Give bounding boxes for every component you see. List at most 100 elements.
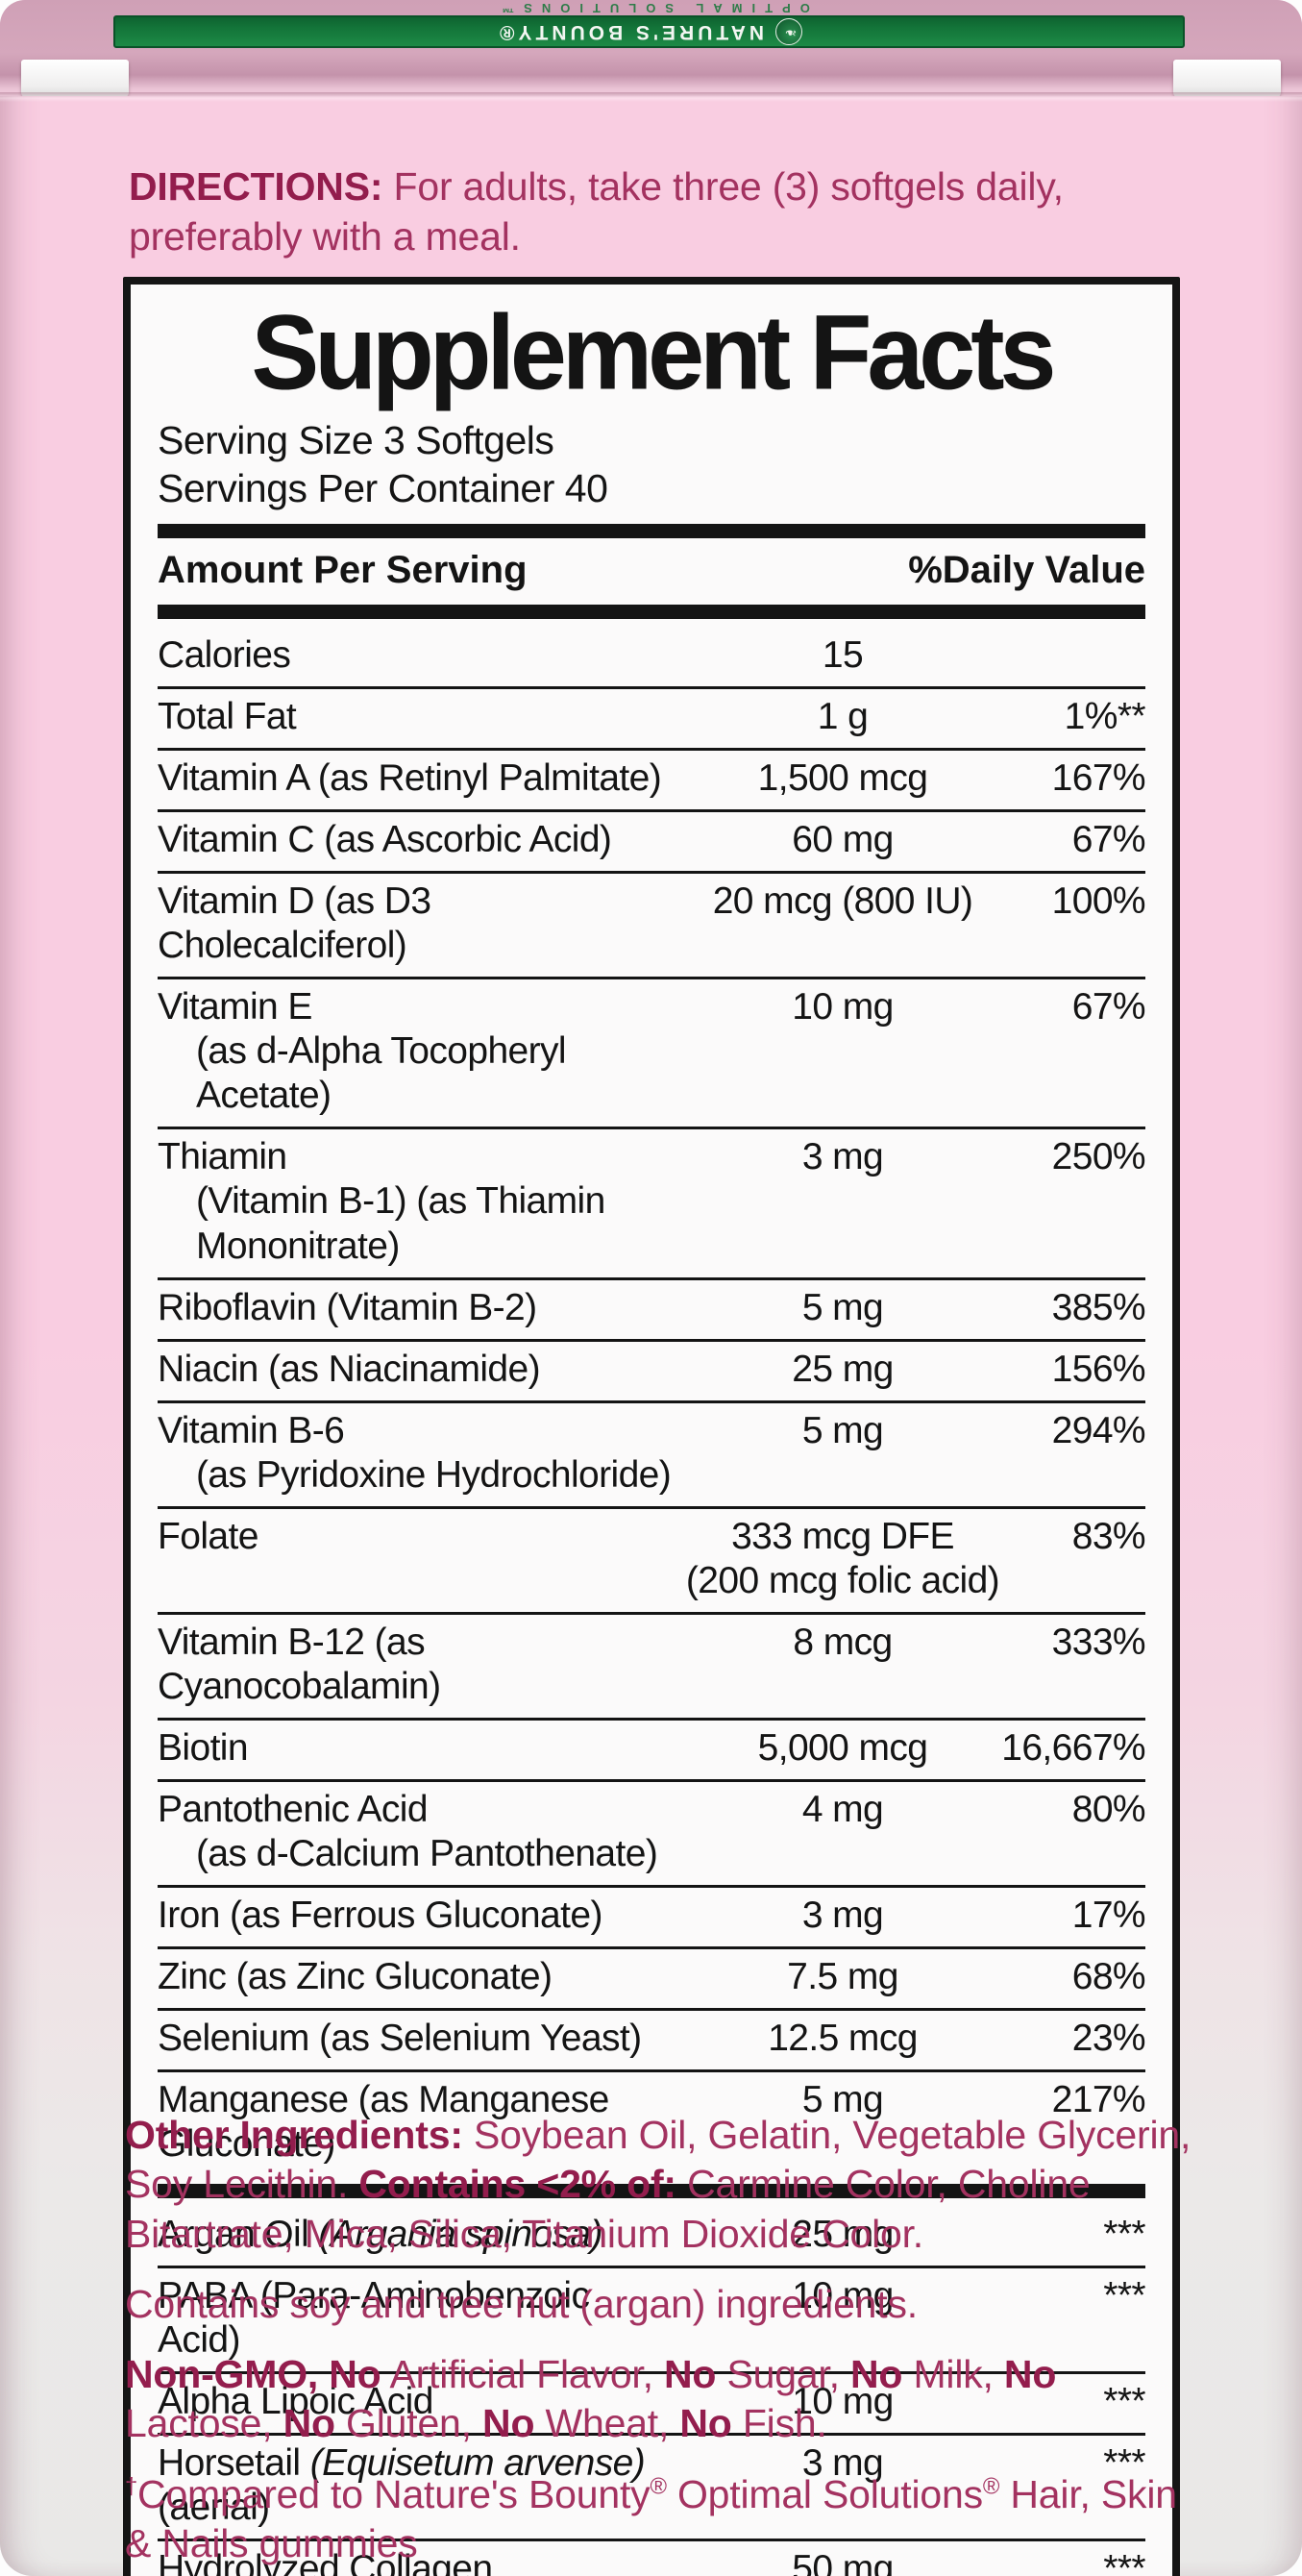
- nutrient-row: Folate 333 mcg DFE (200 mcg folic acid) 83%: [158, 1505, 1146, 1612]
- nutrient-name: Vitamin E (as d-Alpha Tocopheryl Acetate): [158, 985, 684, 1118]
- box-tab-left: [21, 60, 129, 96]
- nutrient-name-subline: (as Pyridoxine Hydrochloride): [196, 1453, 672, 1496]
- nutrient-daily-value: 67%: [1071, 819, 1146, 861]
- label-paragraph: Non-GMO, No Artificial Flavor, No Sugar,…: [125, 2352, 1057, 2446]
- nutrient-name-subline: (as d-Calcium Pantothenate): [196, 1832, 658, 1874]
- nutrient-daily-value: 385%: [1051, 1286, 1146, 1328]
- nutrient-row: Riboflavin (Vitamin B-2) 5 mg 385%: [158, 1276, 1146, 1339]
- nutrient-daily-value: 294%: [1051, 1409, 1146, 1451]
- divider-bar: [158, 2183, 1145, 2198]
- nutrient-name: Calories: [158, 634, 291, 677]
- nutrient-amount: 1 g: [817, 696, 869, 738]
- nutrient-amount: 5 mg: [801, 2078, 884, 2120]
- servings-per-container: Servings Per Container 40: [158, 466, 608, 511]
- nutrient-daily-value: 1%**: [1064, 696, 1146, 738]
- serving-size: Serving Size 3 Softgels: [158, 418, 554, 463]
- nutrient-daily-value: 156%: [1051, 1348, 1146, 1390]
- nutrient-name: Hydrolyzed Collagen: [158, 2547, 493, 2576]
- nutrient-amount: 5,000 mcg: [757, 1726, 928, 1769]
- nutrient-row: Vitamin B-6 (as Pyridoxine Hydrochloride)…: [158, 1399, 1146, 1506]
- nutrient-daily-value: 83%: [1071, 1515, 1146, 1557]
- nutrient-row: Niacin (as Niacinamide) 25 mg 156%: [158, 1338, 1146, 1400]
- nutrient-daily-value: 67%: [1071, 986, 1146, 1028]
- ingredients-and-claims: Other Ingredients: Soybean Oil, Gelatin,…: [125, 2111, 1199, 2576]
- nutrient-name: Niacin (as Niacinamide): [158, 1348, 541, 1390]
- nutrients-table-group-1: Calories 15 Total Fat 1 g 1%** Vitamin A (as …: [158, 628, 1146, 2175]
- nutrient-amount: 5 mg: [801, 1409, 884, 1451]
- nutrient-daily-value: ***: [1103, 2441, 1145, 2484]
- nutrient-name: Manganese (as Manganese Gluconate): [158, 2078, 609, 2165]
- nutrient-name: Folate: [158, 1515, 258, 1557]
- nutrient-daily-value: 217%: [1051, 2078, 1146, 2120]
- nutrient-row: Alpha Lipoic Acid 10 mg ***: [158, 2370, 1146, 2433]
- nutrient-row: Selenium (as Selenium Yeast) 12.5 mcg 23%: [158, 2007, 1146, 2069]
- nutrient-daily-value: ***: [1103, 2213, 1145, 2255]
- nutrient-amount: 3 mg: [801, 1894, 884, 1936]
- nutrients-table-group-2: Argan Oil (Argania spinosa) 25 mg *** PABA …: [158, 2207, 1146, 2576]
- nutrient-row: Total Fat 1 g 1%**: [158, 686, 1146, 748]
- nutrient-row: Manganese (as Manganese Gluconate) 5 mg 21…: [158, 2068, 1146, 2175]
- nutrient-daily-value: 167%: [1051, 757, 1146, 800]
- brand-banner: ❧ NATURE'S BOUNTY®: [112, 15, 1186, 48]
- nutrient-amount: 3 mg: [801, 1136, 884, 1178]
- nutrient-name: Vitamin C (as Ascorbic Acid): [158, 819, 612, 861]
- nutrient-amount: 12.5 mcg: [768, 2017, 918, 2059]
- nutrient-name: Iron (as Ferrous Gluconate): [158, 1894, 602, 1936]
- nutrient-name: Zinc (as Zinc Gluconate): [158, 1955, 553, 1997]
- nutrient-daily-value: ***: [1103, 2274, 1145, 2316]
- nutrient-amount: 10 mg: [792, 2380, 894, 2422]
- nutrient-row: Biotin 5,000 mcg 16,667%: [158, 1717, 1146, 1779]
- flap-rotated-front: ❧ NATURE'S BOUNTY® OPTIMAL SOLUTIONS™ EX…: [0, 0, 1302, 96]
- nutrient-name: Vitamin B-12 (as Cyanocobalamin): [158, 1621, 441, 1707]
- nutrient-daily-value: ***: [1103, 2547, 1145, 2576]
- nutrient-row: Thiamin (Vitamin B-1) (as Thiamin Mononit…: [158, 1127, 1146, 1276]
- optimal-solutions-label: OPTIMAL SOLUTIONS™: [492, 1, 810, 15]
- nutrient-amount: 333 mcg DFE (200 mcg folic acid): [684, 1515, 1001, 1603]
- nutrient-amount: 50 mg: [792, 2547, 894, 2576]
- nutrient-row: Vitamin D (as D3 Cholecalciferol) 20 mcg …: [158, 871, 1146, 977]
- nutrient-amount: 3 mg: [801, 2441, 884, 2484]
- directions-text: DIRECTIONS: For adults, take three (3) s…: [129, 161, 1191, 261]
- nutrient-name: Argan Oil (Argania spinosa): [158, 2213, 602, 2255]
- amount-per-serving-header: Amount Per Serving: [158, 549, 528, 592]
- nutrient-amount: 25 mg: [792, 1348, 894, 1390]
- nutrient-daily-value: 250%: [1051, 1136, 1146, 1178]
- nutrient-name: Vitamin D (as D3 Cholecalciferol): [158, 880, 431, 967]
- nutrient-amount: 4 mg: [801, 1788, 884, 1830]
- nutrient-amount: 15: [822, 634, 864, 677]
- nutrient-row: Hydrolyzed Collagen 50 mg ***: [158, 2538, 1146, 2576]
- nutrient-amount: 20 mcg (800 IU): [712, 880, 973, 923]
- nutrient-daily-value: 333%: [1051, 1621, 1146, 1663]
- nutrient-name: Vitamin B-6 (as Pyridoxine Hydrochloride): [158, 1409, 684, 1498]
- nutrient-daily-value: 68%: [1071, 1955, 1146, 1997]
- nutrient-row: Zinc (as Zinc Gluconate) 7.5 mg 68%: [158, 1945, 1146, 2008]
- nutrient-name: Alpha Lipoic Acid: [158, 2380, 433, 2422]
- label-paragraph: Other Ingredients: Soybean Oil, Gelatin,…: [125, 2113, 1191, 2256]
- leaf-logo-icon: ❧: [774, 18, 802, 45]
- flap-fold-crease: [0, 92, 1302, 102]
- nutrient-row: Argan Oil (Argania spinosa) 25 mg ***: [158, 2207, 1146, 2266]
- nutrient-name: Thiamin (Vitamin B-1) (as Thiamin Mononit…: [158, 1135, 684, 1268]
- nutrient-name: PABA (Para-Aminobenzoic Acid): [158, 2274, 590, 2361]
- nutrient-row: Vitamin B-12 (as Cyanocobalamin) 8 mcg 333…: [158, 1611, 1146, 1718]
- nutrient-row: Vitamin A (as Retinyl Palmitate) 1,500 mc…: [158, 748, 1146, 809]
- nutrient-amount: 60 mg: [792, 819, 894, 861]
- nutrient-name-subline: (as d-Alpha Tocopheryl Acetate): [196, 1030, 567, 1117]
- nutrient-amount: 25 mg: [792, 2213, 894, 2255]
- nutrient-row: Horsetail (Equisetum arvense) (aerial) 3 …: [158, 2432, 1146, 2539]
- nutrient-row: Vitamin C (as Ascorbic Acid) 60 mg 67%: [158, 809, 1146, 871]
- nutrient-name: Selenium (as Selenium Yeast): [158, 2017, 642, 2059]
- nutrient-name: Total Fat: [158, 696, 297, 738]
- directions-label: DIRECTIONS:: [129, 164, 383, 209]
- nutrient-name-subline: (Vitamin B-1) (as Thiamin Mononitrate): [196, 1180, 605, 1267]
- nutrient-daily-value: 16,667%: [1001, 1726, 1145, 1769]
- nutrient-daily-value: 17%: [1071, 1894, 1146, 1936]
- nutrient-name: Vitamin A (as Retinyl Palmitate): [158, 757, 662, 800]
- nutrient-amount-subline: (200 mcg folic acid): [685, 1559, 1000, 1601]
- nutrient-row: PABA (Para-Aminobenzoic Acid) 10 mg ***: [158, 2265, 1146, 2371]
- nutrient-amount: 5 mg: [801, 1286, 884, 1328]
- nutrient-daily-value: 23%: [1071, 2017, 1146, 2059]
- nutrient-amount: 7.5 mg: [787, 1955, 898, 1997]
- nutrient-name: Biotin: [158, 1726, 249, 1769]
